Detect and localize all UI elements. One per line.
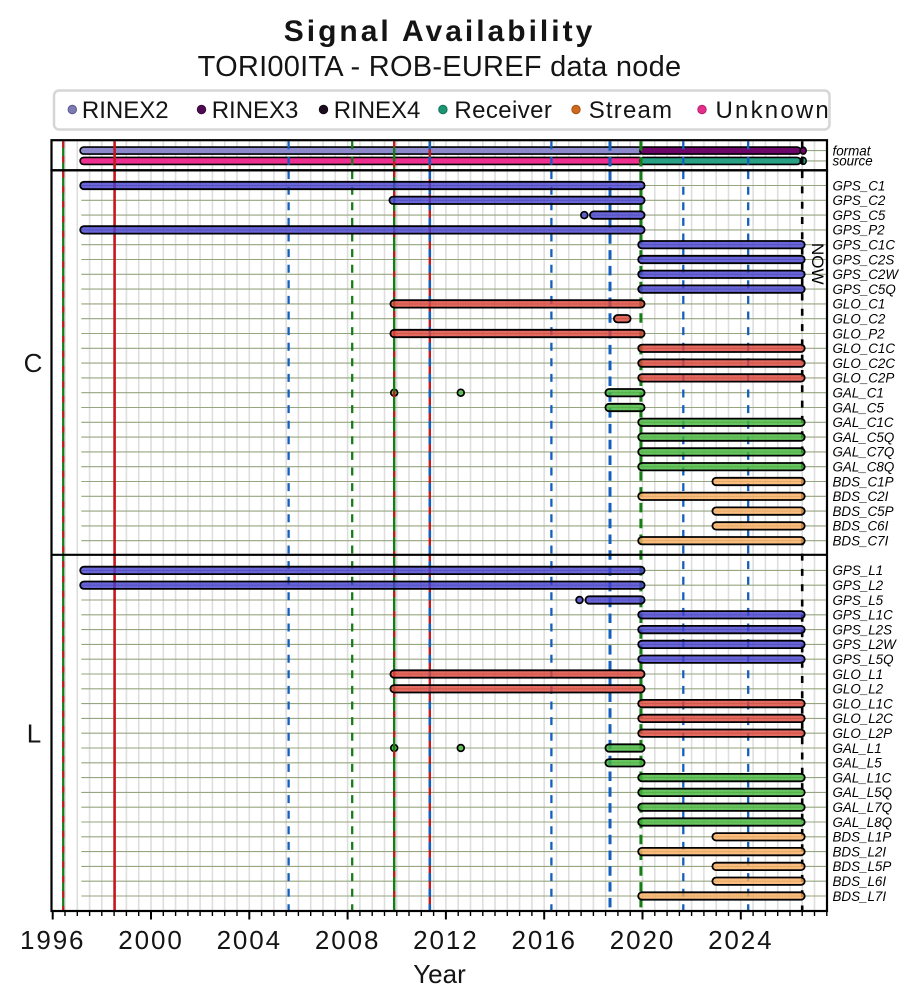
svg-text:BDS_L7I: BDS_L7I bbox=[833, 889, 887, 904]
svg-text:GAL_L1C: GAL_L1C bbox=[833, 770, 892, 785]
svg-text:Year: Year bbox=[413, 959, 466, 989]
svg-text:GPS_L2: GPS_L2 bbox=[833, 578, 884, 593]
svg-text:GLO_P2: GLO_P2 bbox=[833, 326, 886, 341]
svg-text:format: format bbox=[833, 143, 872, 158]
svg-text:BDS_L5P: BDS_L5P bbox=[833, 859, 892, 874]
svg-text:BDS_L1P: BDS_L1P bbox=[833, 830, 892, 845]
svg-text:NOW: NOW bbox=[808, 243, 827, 285]
svg-text:GPS_C5Q: GPS_C5Q bbox=[833, 282, 896, 297]
svg-text:GPS_C5: GPS_C5 bbox=[833, 208, 886, 223]
svg-text:GAL_C8Q: GAL_C8Q bbox=[833, 460, 895, 475]
svg-text:GAL_L8Q: GAL_L8Q bbox=[833, 815, 893, 830]
svg-text:GAL_L1: GAL_L1 bbox=[833, 741, 882, 756]
svg-text:GPS_L2S: GPS_L2S bbox=[833, 622, 893, 637]
svg-text:GAL_C1C: GAL_C1C bbox=[833, 415, 894, 430]
svg-text:GPS_L1: GPS_L1 bbox=[833, 563, 884, 578]
svg-text:GLO_C1: GLO_C1 bbox=[833, 297, 886, 312]
svg-text:GLO_C2C: GLO_C2C bbox=[833, 356, 896, 371]
svg-text:GAL_C1: GAL_C1 bbox=[833, 386, 884, 401]
svg-text:BDS_C2I: BDS_C2I bbox=[833, 489, 889, 504]
svg-text:BDS_L6I: BDS_L6I bbox=[833, 874, 887, 889]
svg-text:RINEX2: RINEX2 bbox=[82, 97, 169, 124]
svg-text:GAL_C5Q: GAL_C5Q bbox=[833, 430, 895, 445]
svg-text:GPS_L1C: GPS_L1C bbox=[833, 608, 894, 623]
svg-text:BDS_C6I: BDS_C6I bbox=[833, 519, 889, 534]
svg-text:RINEX4: RINEX4 bbox=[334, 97, 421, 124]
svg-text:BDS_C5P: BDS_C5P bbox=[833, 504, 894, 519]
svg-text:C: C bbox=[24, 348, 43, 378]
svg-text:GLO_L2C: GLO_L2C bbox=[833, 711, 894, 726]
svg-text:Receiver: Receiver bbox=[454, 97, 552, 124]
svg-text:GPS_C1C: GPS_C1C bbox=[833, 238, 896, 253]
svg-text:TORI00ITA - ROB-EUREF data nod: TORI00ITA - ROB-EUREF data node bbox=[198, 51, 682, 83]
svg-text:GAL_L5: GAL_L5 bbox=[833, 756, 883, 771]
svg-text:2016: 2016 bbox=[511, 925, 576, 955]
svg-text:GLO_C2P: GLO_C2P bbox=[833, 371, 895, 386]
svg-text:Signal Availability: Signal Availability bbox=[284, 15, 596, 48]
svg-text:2004: 2004 bbox=[217, 925, 282, 955]
svg-text:GAL_L5Q: GAL_L5Q bbox=[833, 785, 893, 800]
svg-text:BDS_L2I: BDS_L2I bbox=[833, 844, 887, 859]
svg-text:GLO_C2: GLO_C2 bbox=[833, 312, 886, 327]
svg-text:GPS_L5: GPS_L5 bbox=[833, 593, 884, 608]
svg-text:1996: 1996 bbox=[20, 925, 85, 955]
svg-text:BDS_C7I: BDS_C7I bbox=[833, 534, 889, 549]
svg-text:GAL_C5: GAL_C5 bbox=[833, 400, 885, 415]
svg-text:GPS_C1: GPS_C1 bbox=[833, 178, 886, 193]
svg-text:L: L bbox=[27, 719, 41, 749]
svg-text:GAL_C7Q: GAL_C7Q bbox=[833, 445, 895, 460]
svg-text:GPS_C2S: GPS_C2S bbox=[833, 252, 895, 267]
svg-text:GLO_L2: GLO_L2 bbox=[833, 682, 884, 697]
svg-text:2012: 2012 bbox=[413, 925, 478, 955]
svg-text:GLO_L2P: GLO_L2P bbox=[833, 726, 893, 741]
svg-text:GPS_P2: GPS_P2 bbox=[833, 223, 886, 238]
svg-text:GPS_L2W: GPS_L2W bbox=[833, 637, 898, 652]
svg-text:BDS_C1P: BDS_C1P bbox=[833, 474, 894, 489]
svg-text:GPS_L5Q: GPS_L5Q bbox=[833, 652, 894, 667]
svg-text:2008: 2008 bbox=[315, 925, 380, 955]
svg-text:GPS_C2W: GPS_C2W bbox=[833, 267, 900, 282]
svg-text:2020: 2020 bbox=[610, 925, 675, 955]
svg-text:GLO_L1C: GLO_L1C bbox=[833, 696, 894, 711]
svg-text:RINEX3: RINEX3 bbox=[212, 97, 299, 124]
svg-text:Unknown: Unknown bbox=[716, 97, 831, 124]
svg-text:GAL_L7Q: GAL_L7Q bbox=[833, 800, 893, 815]
svg-text:GLO_L1: GLO_L1 bbox=[833, 667, 884, 682]
svg-text:GPS_C2: GPS_C2 bbox=[833, 193, 886, 208]
svg-text:2000: 2000 bbox=[118, 925, 183, 955]
svg-text:Stream: Stream bbox=[589, 97, 674, 124]
svg-text:GLO_C1C: GLO_C1C bbox=[833, 341, 896, 356]
svg-text:source: source bbox=[833, 154, 873, 169]
svg-text:2024: 2024 bbox=[708, 925, 773, 955]
